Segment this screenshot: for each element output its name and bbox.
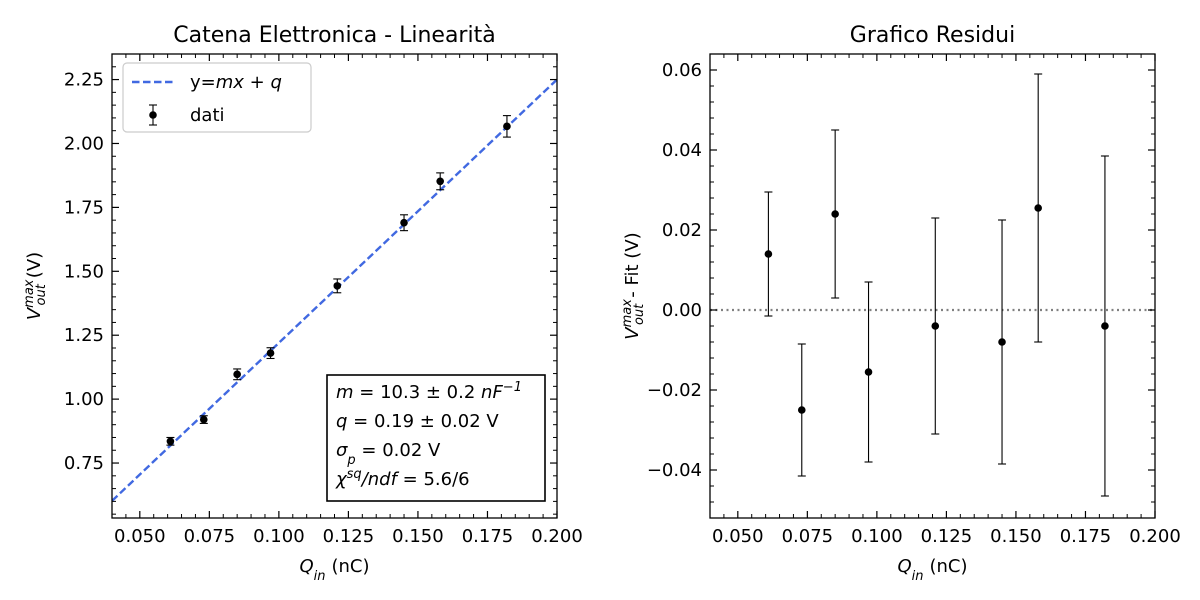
legend: y=mx + q dati [122,62,312,133]
x-tick-label: 0.125 [323,526,375,547]
y-tick-label: 0.04 [662,140,702,161]
y-tick-label: 1.75 [64,197,104,218]
x-tick-label: 0.150 [392,526,444,547]
y-tick-label: 0.00 [662,300,702,321]
data-point [233,370,241,379]
x-tick-label: 0.175 [1060,526,1112,547]
y-tick-label: −0.04 [647,460,702,481]
data-point [436,177,444,186]
data-point [764,250,773,258]
x-tick-label: 0.050 [114,526,166,547]
y-tick-label: 2.25 [64,70,104,91]
y-tick-label: 1.25 [64,325,104,346]
fit-parameter-line: σp = 0.02 V [336,440,441,468]
data-point [503,122,511,131]
data-point [931,322,940,330]
legend-label-data: dati [190,105,225,126]
fit-parameter-line: m = 10.3 ± 0.2 nF−1 [336,380,522,404]
x-axis-label: Qin (nC) [897,556,967,584]
x-tick-label: 0.075 [184,526,236,547]
fit-parameters-box: m = 10.3 ± 0.2 nF−1 q = 0.19 ± 0.02 V σp =… [326,374,546,502]
x-tick-label: 0.200 [1129,526,1181,547]
data-point [166,437,175,446]
data-point [333,282,342,290]
x-tick-label: 0.100 [851,526,903,547]
legend-errorbar-swatch [149,104,157,126]
y-tick-label: 0.02 [662,220,702,241]
x-tick-label: 0.100 [253,526,305,547]
x-axis-label: Qin (nC) [299,556,369,584]
fit-line [112,78,557,502]
legend-label-fit: y=mx + q [190,72,282,93]
y-tick-label: 0.06 [662,60,702,81]
y-tick-label: −0.02 [647,380,702,401]
fit-parameter-line: q = 0.19 ± 0.02 V [336,411,499,432]
chart-1: Catena Elettronica - Linearità 0.050 0.075… [22,23,583,584]
x-tick-label: 0.200 [531,526,583,547]
y-tick-label: 1.00 [64,389,104,410]
data-point [1101,322,1109,330]
data-point [266,349,275,357]
y-axis-label: Vmaxout(V) [22,252,50,320]
x-tick-label: 0.150 [990,526,1042,547]
data-point [400,218,408,227]
axes-frame [709,53,1156,519]
data-point [998,338,1006,346]
data-point [1034,204,1042,212]
chart-title: Grafico Residui [850,23,1015,48]
chart-2: Grafico Residui 0.050 0.075 0.100 0.125 0.150… [620,23,1181,584]
y-tick-label: 0.75 [64,453,104,474]
data-point [199,415,208,424]
data-point [864,368,873,376]
data-point [831,210,839,218]
chart-title: Catena Elettronica - Linearità [173,23,495,48]
fit-parameter-line: χsq/ndf = 5.6/6 [335,467,470,491]
x-tick-label: 0.175 [462,526,514,547]
x-tick-label: 0.050 [712,526,764,547]
x-tick-label: 0.075 [782,526,834,547]
y-tick-label: 1.50 [64,261,104,282]
x-tick-label: 0.125 [921,526,973,547]
data-point [797,406,806,414]
y-axis-label: Vmaxout- Fit (V) [620,232,648,339]
y-tick-label: 2.00 [64,133,104,154]
